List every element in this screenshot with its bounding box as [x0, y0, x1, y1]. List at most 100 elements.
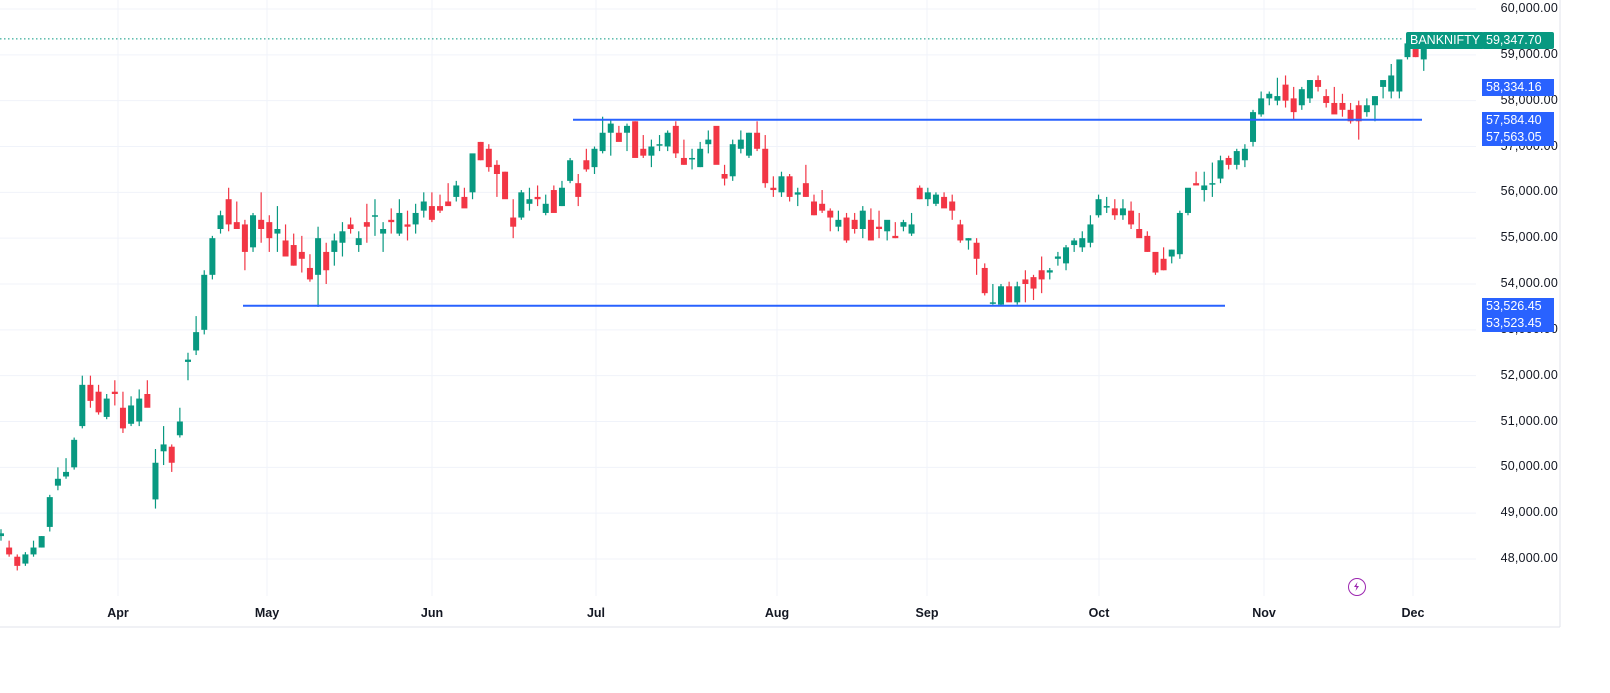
candle-up	[274, 229, 281, 234]
candle-up	[737, 139, 744, 149]
candle-down	[770, 187, 777, 191]
candle-up	[201, 274, 208, 330]
candle-up	[729, 144, 736, 177]
candle-down	[1193, 183, 1200, 186]
candle-down	[1225, 157, 1232, 165]
candle-up	[136, 398, 143, 422]
candle-down	[1144, 235, 1151, 252]
candle-down	[266, 222, 273, 239]
time-axis-label: Nov	[1252, 606, 1276, 620]
candle-up	[152, 462, 159, 500]
candle-up	[46, 497, 53, 527]
price-level-badge: 57,584.40	[1482, 112, 1554, 129]
candle-down	[1022, 279, 1029, 284]
candle-up	[1274, 96, 1281, 101]
candle-down	[428, 206, 435, 220]
candle-up	[22, 554, 29, 564]
candle-up	[794, 192, 801, 195]
time-axis-label: Oct	[1088, 606, 1110, 620]
candle-up	[420, 201, 427, 211]
candle-up	[745, 132, 752, 156]
candle-down	[916, 187, 923, 200]
price-axis-label: 58,000.00	[1500, 92, 1558, 107]
candle-up	[705, 139, 712, 145]
candle-up	[355, 238, 362, 246]
candle-down	[583, 160, 590, 170]
candle-down	[713, 125, 720, 165]
candle-up	[1184, 187, 1191, 213]
candle-up	[567, 160, 574, 181]
candle-up	[128, 405, 135, 424]
candle-up	[1250, 112, 1257, 142]
candle-down	[632, 121, 639, 158]
candle-down	[502, 171, 509, 200]
candle-up	[160, 444, 167, 452]
candle-down	[786, 176, 793, 197]
candle-down	[721, 174, 728, 179]
candle-down	[640, 148, 647, 156]
candle-up	[193, 332, 200, 351]
candle-up	[900, 222, 907, 227]
candle-up	[38, 536, 45, 548]
candle-down	[95, 391, 102, 413]
price-axis-label: 56,000.00	[1500, 184, 1558, 199]
candle-up	[1119, 208, 1126, 216]
candle-up	[1176, 212, 1183, 255]
candle-down	[1315, 80, 1322, 87]
candle-up	[63, 471, 70, 477]
candle-up	[315, 238, 322, 275]
candle-down	[510, 217, 517, 227]
candle-up	[689, 157, 696, 160]
candle-down	[445, 201, 452, 207]
candle-down	[981, 267, 988, 294]
candle-up	[1371, 96, 1378, 106]
candle-up	[103, 398, 110, 417]
candle-down	[1006, 286, 1013, 303]
candle-down	[241, 224, 248, 252]
price-axis-label: 50,000.00	[1500, 459, 1558, 474]
price-axis-label: 48,000.00	[1500, 551, 1558, 565]
candle-down	[323, 251, 330, 271]
candle-up	[176, 421, 183, 436]
candle-up	[250, 215, 257, 248]
candle-up	[1103, 206, 1110, 208]
candle-down	[485, 148, 492, 168]
time-axis-label: Sep	[915, 606, 939, 620]
candle-up	[599, 132, 606, 152]
candle-down	[1282, 84, 1289, 101]
candle-up	[1241, 148, 1248, 161]
candle-up	[1087, 224, 1094, 243]
candle-down	[87, 384, 94, 401]
candle-up	[0, 533, 4, 537]
candle-down	[811, 201, 817, 216]
candle-up	[624, 125, 631, 133]
candle-up	[884, 219, 891, 232]
candle-down	[550, 190, 557, 213]
candle-up	[697, 148, 704, 168]
candle-down	[6, 547, 13, 555]
candle-down	[819, 203, 826, 211]
candle-up	[558, 187, 565, 207]
candle-down	[843, 217, 850, 241]
candle-down	[1347, 109, 1354, 122]
candle-up	[453, 185, 460, 197]
candle-down	[225, 199, 232, 225]
candle-down	[437, 206, 444, 211]
candle-up	[518, 192, 525, 218]
candle-up	[1233, 151, 1240, 165]
candle-up	[331, 240, 338, 252]
candle-up	[79, 384, 86, 427]
candle-up	[1209, 183, 1216, 185]
price-axis-label: 51,000.00	[1500, 413, 1558, 428]
lightning-bolt-icon[interactable]	[1348, 578, 1366, 596]
candle-down	[363, 222, 370, 227]
candle-up	[908, 224, 915, 234]
candle-down	[1323, 96, 1330, 103]
candle-down	[493, 164, 500, 174]
candle-up	[30, 547, 37, 555]
candle-up	[778, 176, 785, 193]
symbol-badge: BANKNIFTY	[1406, 32, 1485, 49]
candle-down	[111, 391, 118, 394]
